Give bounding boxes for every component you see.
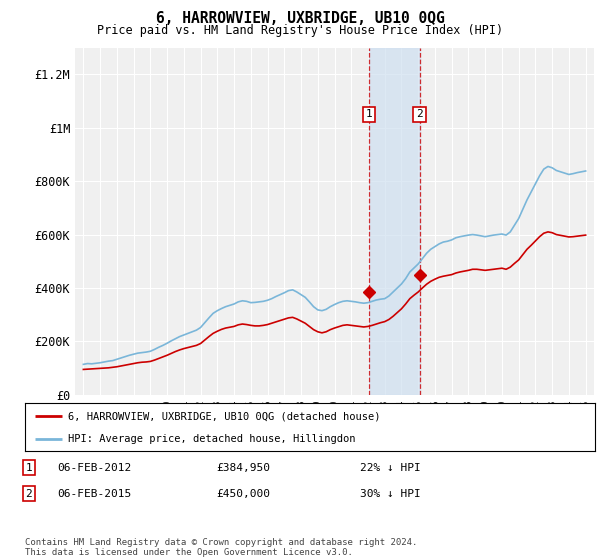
Text: HPI: Average price, detached house, Hillingdon: HPI: Average price, detached house, Hill… xyxy=(68,435,355,445)
Text: £450,000: £450,000 xyxy=(216,489,270,499)
Text: Price paid vs. HM Land Registry's House Price Index (HPI): Price paid vs. HM Land Registry's House … xyxy=(97,24,503,37)
Text: 2: 2 xyxy=(25,489,32,499)
Text: 22% ↓ HPI: 22% ↓ HPI xyxy=(360,463,421,473)
Text: Contains HM Land Registry data © Crown copyright and database right 2024.
This d: Contains HM Land Registry data © Crown c… xyxy=(25,538,418,557)
Text: 6, HARROWVIEW, UXBRIDGE, UB10 0QG (detached house): 6, HARROWVIEW, UXBRIDGE, UB10 0QG (detac… xyxy=(68,411,380,421)
Text: 1: 1 xyxy=(366,109,373,119)
Text: 1: 1 xyxy=(25,463,32,473)
Text: £384,950: £384,950 xyxy=(216,463,270,473)
Text: 06-FEB-2012: 06-FEB-2012 xyxy=(57,463,131,473)
Text: 6, HARROWVIEW, UXBRIDGE, UB10 0QG: 6, HARROWVIEW, UXBRIDGE, UB10 0QG xyxy=(155,11,445,26)
Text: 30% ↓ HPI: 30% ↓ HPI xyxy=(360,489,421,499)
Bar xyxy=(370,48,419,395)
Text: 06-FEB-2015: 06-FEB-2015 xyxy=(57,489,131,499)
Text: 2: 2 xyxy=(416,109,423,119)
